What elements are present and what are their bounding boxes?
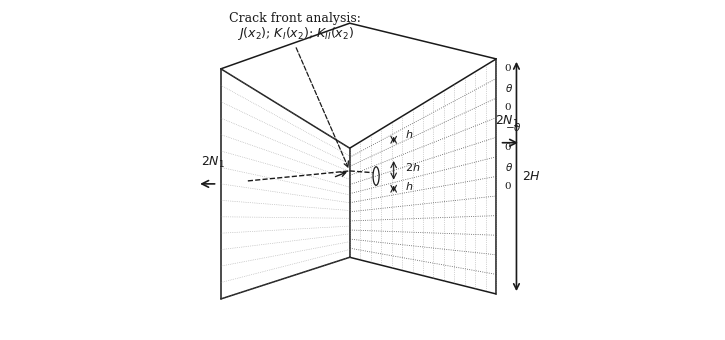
Text: Crack front analysis:: Crack front analysis:	[229, 12, 361, 25]
Text: $2H$: $2H$	[521, 170, 541, 183]
Text: $J(x_2)$; $K_I(x_2)$; $K_{II}(x_2)$: $J(x_2)$; $K_I(x_2)$; $K_{II}(x_2)$	[236, 25, 354, 42]
Text: 0: 0	[505, 64, 511, 73]
Text: $\theta$: $\theta$	[505, 161, 513, 173]
Text: 0: 0	[505, 103, 511, 113]
Text: $\theta$: $\theta$	[505, 82, 513, 94]
Text: $2h$: $2h$	[405, 160, 420, 173]
Text: $h$: $h$	[405, 180, 414, 192]
Text: $2N_1$: $2N_1$	[201, 155, 225, 170]
Text: $h$: $h$	[405, 128, 414, 140]
Text: $-\theta$: $-\theta$	[505, 121, 521, 134]
Text: 0: 0	[505, 142, 511, 152]
Text: $2N_1$: $2N_1$	[495, 114, 519, 129]
Text: 0: 0	[505, 182, 511, 191]
